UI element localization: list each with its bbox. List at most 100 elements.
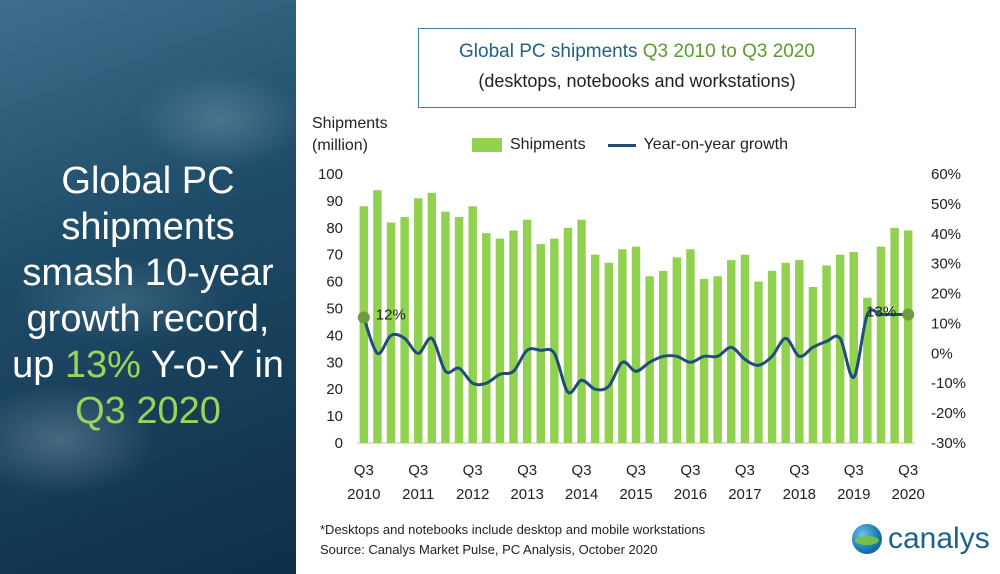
- x-tick-label-quarter: Q3: [789, 462, 809, 479]
- footnote: *Desktops and notebooks include desktop …: [320, 522, 706, 537]
- right-y-tick-label: 0%: [931, 345, 953, 362]
- x-tick-label-quarter: Q3: [898, 462, 918, 479]
- logo-wordmark: canalys: [888, 522, 990, 555]
- chart-subtitle: (desktops, notebooks and workstations): [478, 71, 796, 91]
- headline-highlight-percent: 13%: [64, 344, 141, 386]
- headline-line-5-post: Y-o-Y in: [140, 344, 284, 386]
- shipments-bar: [781, 262, 790, 443]
- chart-title-period: Q3 2010 to Q3 2020: [642, 41, 815, 62]
- headline-highlight-quarter: Q3 2020: [75, 390, 221, 432]
- x-tick-label-quarter: Q3: [626, 462, 646, 479]
- right-y-tick-label: 20%: [931, 286, 961, 303]
- right-y-tick-label: -20%: [931, 405, 966, 422]
- shipments-bar: [468, 206, 477, 443]
- left-y-tick-label: 90: [326, 193, 343, 210]
- x-tick-label-quarter: Q3: [680, 462, 700, 479]
- x-tick-label-year: 2017: [728, 486, 761, 503]
- left-y-tick-label: 70: [326, 247, 343, 264]
- headline-line-5-pre: up: [12, 344, 65, 386]
- shipments-bar: [863, 297, 872, 443]
- shipments-bar: [795, 260, 804, 443]
- right-y-tick-label: 10%: [931, 315, 961, 332]
- shipments-bar: [849, 252, 858, 443]
- globe-icon: [852, 524, 882, 554]
- shipments-bar: [686, 249, 695, 443]
- legend-line-swatch: [607, 143, 636, 147]
- shipments-bar: [822, 265, 831, 443]
- x-tick-label-year: 2010: [347, 486, 380, 503]
- shipments-bar: [740, 254, 750, 443]
- x-tick-label-year: 2020: [892, 486, 925, 503]
- chart-title-box: Global PC shipments Q3 2010 to Q3 2020 (…: [418, 28, 856, 108]
- growth-annotation: 13%: [866, 303, 896, 320]
- shipments-bar: [522, 219, 532, 443]
- shipments-bar: [386, 222, 396, 443]
- shipments-bar: [754, 281, 763, 443]
- growth-annotation: 12%: [376, 306, 406, 323]
- legend: Shipments Year-on-year growth: [472, 136, 788, 154]
- right-y-tick-label: -10%: [931, 375, 966, 392]
- growth-marker: [902, 308, 915, 321]
- y-axis-title-line-1: Shipments: [312, 115, 388, 132]
- x-tick-label-year: 2015: [619, 486, 652, 503]
- shipments-bar: [359, 206, 369, 443]
- shipments-bar: [590, 254, 600, 443]
- shipments-bar: [400, 217, 409, 443]
- x-tick-label-quarter: Q3: [844, 462, 864, 479]
- x-tick-label-year: 2016: [674, 486, 707, 503]
- source-note: Source: Canalys Market Pulse, PC Analysi…: [320, 542, 658, 557]
- shipments-bar: [495, 238, 505, 443]
- shipments-bar: [672, 257, 682, 443]
- headline: Global PC shipments smash 10-year growth…: [10, 158, 286, 434]
- left-y-tick-label: 40: [326, 327, 343, 344]
- x-tick-label-quarter: Q3: [408, 462, 428, 479]
- headline-line-4: growth record,: [26, 298, 270, 340]
- right-y-tick-label: 40%: [931, 226, 961, 243]
- shipments-bar: [631, 246, 641, 443]
- shipments-bar: [577, 219, 586, 443]
- shipments-bar: [808, 286, 818, 443]
- shipments-bar: [618, 249, 627, 443]
- right-y-tick-label: -30%: [931, 435, 966, 452]
- growth-marker: [357, 311, 370, 324]
- x-tick-label-year: 2018: [783, 486, 816, 503]
- shipments-bar: [509, 230, 518, 443]
- left-y-tick-label: 50: [326, 301, 343, 318]
- left-y-tick-label: 0: [335, 435, 343, 452]
- shipments-bar: [645, 276, 654, 443]
- shipments-bar: [699, 278, 709, 443]
- panel-divider: [296, 0, 300, 574]
- left-y-tick-label: 10: [326, 408, 343, 425]
- x-tick-label-quarter: Q3: [517, 462, 537, 479]
- x-tick-label-quarter: Q3: [354, 462, 374, 479]
- shipments-bar: [482, 233, 491, 443]
- left-y-tick-label: 100: [318, 166, 343, 183]
- shipments-bar: [903, 230, 913, 443]
- shipments-bar: [727, 260, 736, 443]
- shipments-bar: [563, 227, 573, 443]
- y-axis-title: Shipments (million): [312, 113, 388, 157]
- right-y-tick-label: 30%: [931, 256, 961, 273]
- shipments-bar: [441, 211, 450, 443]
- shipments-bar: [550, 238, 559, 443]
- x-tick-label-year: 2012: [456, 486, 489, 503]
- background-photo: [0, 0, 296, 574]
- shipments-bar: [876, 246, 886, 443]
- x-tick-label-year: 2011: [402, 486, 434, 503]
- x-tick-label-quarter: Q3: [572, 462, 592, 479]
- headline-line-2: shipments: [61, 206, 235, 248]
- shipments-bar: [890, 227, 899, 443]
- y-axis-title-line-2: (million): [312, 137, 368, 154]
- legend-line-label: Year-on-year growth: [643, 136, 788, 153]
- shipments-bar: [536, 243, 545, 443]
- shipments-bar: [414, 198, 423, 443]
- left-y-tick-label: 20: [326, 381, 343, 398]
- headline-line-3: smash 10-year: [22, 252, 274, 294]
- chart-title: Global PC shipments Q3 2010 to Q3 2020: [419, 41, 855, 63]
- yoy-growth-line: [362, 308, 909, 395]
- right-y-tick-label: 60%: [931, 166, 961, 183]
- shipments-bar: [835, 254, 845, 443]
- x-tick-label-year: 2019: [837, 486, 870, 503]
- x-tick-label-quarter: Q3: [463, 462, 483, 479]
